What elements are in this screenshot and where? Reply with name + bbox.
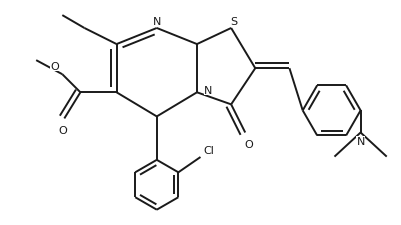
Text: O: O	[50, 62, 59, 72]
Text: N: N	[356, 136, 364, 146]
Text: S: S	[230, 17, 237, 27]
Text: O: O	[58, 125, 67, 135]
Text: O: O	[58, 126, 67, 136]
Text: Cl: Cl	[203, 145, 214, 155]
Text: O: O	[244, 139, 253, 149]
Text: N: N	[204, 86, 212, 96]
Text: N: N	[152, 17, 160, 27]
